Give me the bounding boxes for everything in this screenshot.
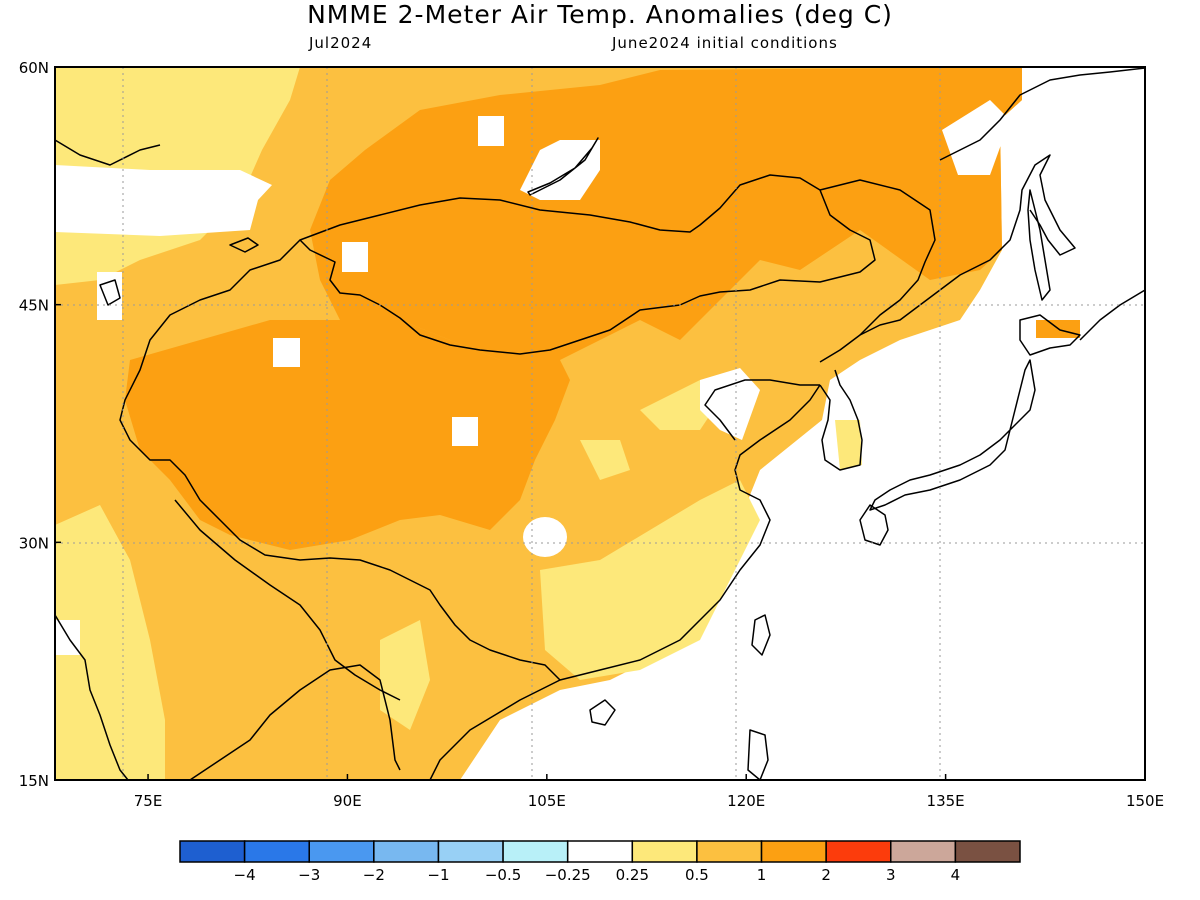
philippines	[747, 729, 769, 780]
lon-label: 135E	[927, 792, 965, 810]
colorbar-label: −3	[298, 866, 320, 884]
hokkaido	[1019, 314, 1081, 356]
lat-label: 60N	[19, 59, 49, 77]
initial-conditions-label: June2024 initial conditions	[612, 34, 838, 52]
kamchatka	[1079, 289, 1145, 341]
balkhash	[229, 237, 259, 253]
lat-label: 30N	[19, 534, 49, 552]
lat-label: 45N	[19, 297, 49, 315]
lon-label: 90E	[333, 792, 362, 810]
colorbar-label: 0.5	[685, 866, 709, 884]
valid-month-label: Jul2024	[309, 34, 373, 52]
anomaly-area-1-2-west	[125, 320, 570, 550]
hainan	[589, 699, 616, 726]
colorbar-label: 3	[886, 866, 896, 884]
colorbar-label: 4	[951, 866, 961, 884]
lon-label: 75E	[134, 792, 163, 810]
colorbar-swatch	[437, 840, 504, 863]
lat-label: 15N	[19, 772, 49, 790]
map-title: NMME 2-Meter Air Temp. Anomalies (deg C)	[307, 0, 893, 29]
colorbar-swatch	[308, 840, 375, 863]
colorbar-label: −1	[427, 866, 449, 884]
india-coast	[55, 614, 129, 780]
colorbar-swatch	[502, 840, 569, 863]
okhotsk-coast	[939, 67, 1145, 161]
latitude-axis: 60N 45N 30N 15N	[19, 59, 61, 790]
mongolia-border	[299, 174, 876, 355]
lon-label: 150E	[1126, 792, 1164, 810]
southeast-asia-coast	[429, 384, 821, 780]
colorbar-swatch	[954, 840, 1021, 863]
colorbar-label: 2	[821, 866, 831, 884]
colorbar-label: −0.25	[545, 866, 591, 884]
map-frame	[54, 66, 1146, 781]
bay-of-bengal-coast	[189, 664, 401, 780]
lon-label: 105E	[528, 792, 566, 810]
colorbar-swatch	[373, 840, 440, 863]
east-russia-coast	[859, 154, 1076, 336]
colorbar-swatch	[566, 840, 634, 863]
longitude-axis: 75E 90E 105E 120E 135E 150E	[134, 774, 1164, 810]
bohai-coast	[704, 379, 820, 441]
sakhalin	[1027, 189, 1051, 301]
colorbar-label: 0.25	[616, 866, 649, 884]
kyushu	[859, 504, 889, 546]
lake-baikal	[527, 137, 599, 196]
colorbar: −4 −3 −2 −1 −0.5 −0.25 0.25 0.5 1 2 3 4	[179, 840, 1021, 884]
anomaly-area-near-zero	[55, 100, 1010, 655]
aral-sea	[99, 279, 121, 306]
colorbar-swatch	[243, 840, 310, 863]
colorbar-label: −2	[363, 866, 385, 884]
anomaly-fields	[55, 67, 1145, 780]
taiwan	[751, 614, 771, 656]
manchuria-border	[819, 179, 936, 363]
honshu	[869, 359, 1036, 511]
korea-coast	[819, 369, 863, 471]
china-west-border	[119, 239, 561, 681]
coastlines-and-borders	[55, 67, 1145, 780]
colorbar-swatch	[631, 840, 698, 863]
colorbar-swatch	[696, 840, 763, 863]
colorbar-swatch	[890, 840, 957, 863]
colorbar-swatch	[760, 840, 827, 863]
himalaya-border	[174, 499, 401, 701]
colorbar-label: −4	[234, 866, 256, 884]
colorbar-swatch	[825, 840, 892, 863]
caspian-coast	[55, 139, 161, 166]
gridlines	[55, 67, 1145, 780]
colorbar-label: 1	[757, 866, 767, 884]
lon-label: 120E	[727, 792, 765, 810]
colorbar-label: −0.5	[485, 866, 521, 884]
colorbar-swatch	[179, 840, 246, 863]
